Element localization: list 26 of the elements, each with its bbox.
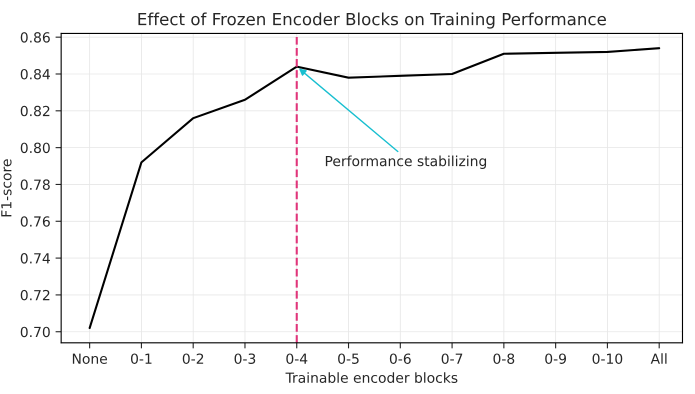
- y-tick-label: 0.70: [20, 326, 50, 338]
- x-tick-label: 0-4: [286, 353, 308, 364]
- x-tick-label: 0-8: [493, 353, 514, 364]
- x-tick-label: 0-2: [182, 353, 204, 364]
- x-tick-label: 0-10: [592, 353, 622, 364]
- x-axis-title: Trainable encoder blocks: [286, 372, 458, 383]
- x-tick-label: 0-7: [442, 353, 462, 364]
- y-tick-label: 0.80: [20, 142, 50, 154]
- y-tick-label: 0.78: [20, 179, 50, 190]
- x-tick-label: 0-3: [234, 353, 256, 364]
- x-tick-label: 0-1: [130, 353, 152, 364]
- x-tick-label: All: [650, 353, 666, 364]
- y-axis-title: F1-score: [1, 159, 12, 216]
- annotation: Performance stabilizing: [326, 156, 486, 169]
- y-tick-label: 0.72: [20, 290, 50, 300]
- x-tick-label: 0-9: [545, 353, 566, 364]
- line-series: [88, 47, 660, 330]
- x-tick-label: None: [72, 354, 108, 364]
- y-tick-label: 0.82: [20, 106, 50, 116]
- y-tick-label: 0.86: [20, 32, 50, 43]
- x-tick-label: 0-5: [338, 353, 359, 364]
- chart-title: Effect of Frozen Encoder Blocks on Training Performance: [138, 12, 606, 29]
- x-tick-label: 0-6: [390, 353, 411, 364]
- y-tick-label: 0.84: [20, 68, 50, 80]
- y-tick-label: 0.76: [20, 216, 50, 227]
- y-tick-label: 0.74: [20, 253, 50, 264]
